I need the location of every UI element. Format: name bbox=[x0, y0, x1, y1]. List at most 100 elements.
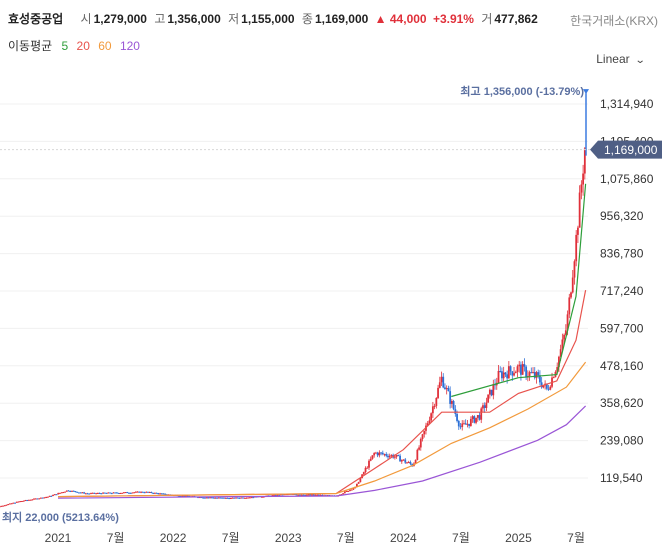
candle-body bbox=[362, 472, 365, 475]
x-tick-label: 7월 bbox=[107, 531, 125, 545]
candle-body bbox=[457, 420, 460, 427]
candle-body bbox=[402, 459, 405, 461]
candle-body bbox=[473, 416, 476, 423]
candle-body bbox=[69, 491, 72, 493]
candle-body bbox=[5, 504, 8, 506]
candle-body bbox=[64, 491, 66, 493]
candle-body bbox=[273, 494, 275, 496]
candle-body bbox=[214, 497, 217, 499]
candle-body bbox=[152, 492, 155, 494]
candle-body bbox=[100, 493, 103, 495]
candle-body bbox=[72, 490, 75, 492]
x-tick-label: 2023 bbox=[275, 531, 302, 545]
candle-body bbox=[129, 492, 132, 494]
candle-body bbox=[371, 455, 374, 459]
candle-body bbox=[440, 376, 443, 383]
candle-body bbox=[43, 497, 46, 499]
low-annotation: 최지 22,000 (5213.64%) bbox=[2, 510, 119, 524]
candle-body bbox=[134, 491, 137, 493]
candle-body bbox=[90, 493, 92, 495]
candle-body bbox=[423, 430, 426, 435]
candle-body bbox=[537, 372, 540, 376]
candle-body bbox=[535, 372, 538, 378]
candle-body bbox=[53, 494, 56, 496]
high-annotation: 최고 1,356,000 (-13.79%) bbox=[460, 84, 584, 98]
candle-body bbox=[435, 397, 438, 406]
candle-body bbox=[559, 349, 562, 357]
open-label: 시 bbox=[80, 12, 92, 26]
candle-body bbox=[563, 334, 566, 340]
candle-body bbox=[71, 490, 73, 492]
candle-body bbox=[117, 492, 120, 494]
candle-body bbox=[33, 498, 35, 500]
ma-120-legend[interactable]: 120 bbox=[119, 39, 140, 53]
candle-body bbox=[506, 374, 509, 379]
x-tick-label: 7월 bbox=[452, 531, 470, 545]
candle-body bbox=[426, 423, 429, 426]
candle-body bbox=[200, 497, 203, 499]
candle-body bbox=[107, 492, 110, 494]
candle-body bbox=[271, 495, 274, 497]
candle-body bbox=[459, 426, 462, 428]
candle-body bbox=[582, 173, 584, 185]
candle-body bbox=[209, 497, 212, 499]
candle-body bbox=[26, 500, 29, 502]
candle-body bbox=[19, 501, 22, 503]
candle-body bbox=[12, 502, 15, 504]
candle-body bbox=[514, 371, 517, 374]
candle-body bbox=[150, 491, 153, 493]
candle-body bbox=[376, 452, 379, 456]
candle-body bbox=[568, 297, 571, 315]
ma-20-legend[interactable]: 20 bbox=[76, 39, 90, 53]
volume-value: 477,862 bbox=[494, 12, 538, 26]
candle-body bbox=[450, 401, 453, 404]
candle-body bbox=[91, 492, 94, 494]
candle-body bbox=[128, 492, 130, 494]
candle-body bbox=[530, 372, 533, 374]
ma-5-legend[interactable]: 5 bbox=[61, 39, 69, 53]
candle-body bbox=[223, 497, 225, 499]
candle-body bbox=[369, 458, 372, 461]
chevron-down-icon: ⌄ bbox=[634, 55, 646, 66]
candle-body bbox=[283, 494, 286, 496]
candle-body bbox=[52, 494, 54, 497]
candle-body bbox=[141, 491, 144, 493]
candle-body bbox=[359, 478, 362, 483]
candle-body bbox=[67, 490, 70, 492]
candle-body bbox=[312, 494, 315, 496]
candle-body bbox=[27, 499, 30, 501]
candle-body bbox=[399, 455, 401, 462]
candle-body bbox=[248, 497, 251, 499]
candle-body bbox=[583, 148, 586, 174]
y-tick-label: 478,160 bbox=[600, 359, 644, 373]
candle-body bbox=[577, 227, 579, 235]
candle-body bbox=[299, 494, 301, 496]
candle-body bbox=[83, 492, 85, 494]
candle-body bbox=[488, 389, 491, 395]
ma-60-legend[interactable]: 60 bbox=[98, 39, 112, 53]
candle-body bbox=[540, 382, 543, 388]
candle-body bbox=[549, 386, 552, 390]
candle-body bbox=[145, 491, 148, 493]
candle-body bbox=[501, 371, 503, 379]
candle-body bbox=[185, 495, 187, 497]
scale-dropdown[interactable]: Linear ⌄ bbox=[596, 52, 646, 66]
high-label: 고 bbox=[154, 12, 166, 26]
candle-body bbox=[119, 493, 122, 495]
candle-body bbox=[95, 493, 98, 495]
candle-body bbox=[497, 370, 500, 383]
candle-body bbox=[124, 492, 127, 494]
candle-body bbox=[207, 497, 210, 499]
candle-body bbox=[210, 497, 213, 499]
high-marker-triangle-icon bbox=[583, 89, 589, 95]
candle-body bbox=[65, 490, 68, 492]
candle-body bbox=[247, 497, 250, 499]
stock-header: 효성중공업 시 1,279,000 고 1,356,000 저 1,155,000 종… bbox=[8, 10, 658, 28]
candle-body bbox=[342, 493, 344, 495]
candle-body bbox=[281, 494, 284, 496]
candle-body bbox=[578, 192, 581, 228]
candle-body bbox=[305, 494, 308, 496]
candle-body bbox=[307, 494, 310, 496]
candle-body bbox=[406, 462, 408, 464]
